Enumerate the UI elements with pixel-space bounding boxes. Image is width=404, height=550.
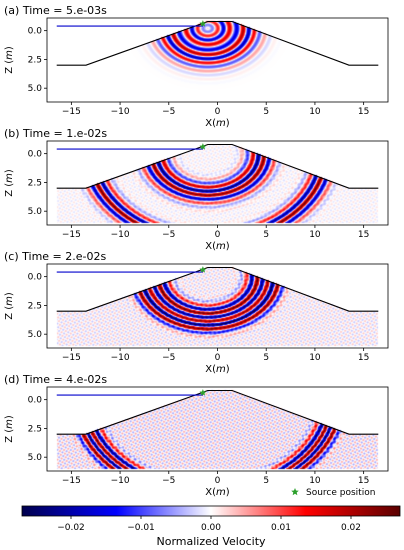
surface-line: [56, 266, 379, 312]
y-tick-label: 5.0: [28, 453, 43, 463]
x-tick-label: 0: [215, 230, 221, 240]
colorbar-label: Normalized Velocity: [156, 535, 266, 548]
x-tick-label: −15: [62, 107, 81, 117]
panel-d: (d) Time = 4.e-02s −15 −10 −5 0 5 10 15 0.0 2.5 5.…: [4, 373, 389, 498]
y-tick-label: 2.5: [28, 301, 42, 311]
surface-line: [56, 20, 379, 66]
x-tick-label: 0: [215, 353, 221, 363]
panel-a: (a) Time = 5.e-03s −15 −10 −5 0 5 10 15 0.0 2.5 5.…: [4, 4, 389, 129]
panel-b: (b) Time = 1.e-02s −15 −10 −5 0 5 10 15 0.0 2.5 5.…: [4, 127, 389, 252]
y-tick-label: 5.0: [28, 330, 43, 340]
y-tick-label: 5.0: [28, 84, 43, 94]
x-tick-label: 5: [263, 230, 269, 240]
heatmap-field: [47, 18, 388, 102]
surface-line: [56, 389, 379, 435]
x-tick-label: 15: [358, 476, 369, 486]
x-tick-label: −10: [111, 230, 130, 240]
x-tick-label: −5: [162, 476, 175, 486]
x-axis-label: X(m): [205, 241, 230, 252]
heatmap-field: [47, 141, 388, 225]
y-axis-label: Z (m): [4, 169, 15, 197]
legend-label: Source position: [306, 488, 375, 498]
panel-title: (b) Time = 1.e-02s: [4, 127, 107, 140]
colorbar: −0.02 −0.01 0.00 0.01 0.02 Normalized Veloci…: [21, 505, 401, 548]
x-tick-label: 15: [358, 230, 369, 240]
y-tick-label: 0.0: [28, 150, 43, 160]
panel-title: (a) Time = 5.e-03s: [4, 4, 107, 17]
x-axis-label: X(m): [205, 487, 230, 498]
panel-title: (d) Time = 4.e-02s: [4, 373, 107, 386]
x-tick-label: −5: [162, 230, 175, 240]
source-star-icon: [199, 389, 207, 396]
x-tick-label: 15: [358, 107, 369, 117]
y-axis-label: Z (m): [4, 46, 15, 74]
legend-star-icon: [291, 488, 299, 496]
colorbar-tick-label: −0.02: [57, 523, 85, 533]
x-tick-label: −15: [62, 476, 81, 486]
x-tick-label: −15: [62, 353, 81, 363]
x-tick-label: 10: [309, 107, 321, 117]
x-axis-label: X(m): [205, 118, 230, 129]
x-tick-label: −10: [111, 476, 130, 486]
source-star-icon: [199, 266, 207, 273]
x-tick-label: −10: [111, 353, 130, 363]
y-axis-label: Z (m): [4, 415, 15, 443]
panel-title: (c) Time = 2.e-02s: [4, 250, 106, 263]
y-tick-label: 0.0: [28, 396, 43, 406]
x-tick-label: −15: [62, 230, 81, 240]
x-axis-label: X(m): [205, 364, 230, 375]
x-tick-label: 15: [358, 353, 369, 363]
heatmap-field: [47, 387, 388, 471]
source-star-icon: [199, 143, 207, 150]
colorbar-tick-label: −0.01: [127, 523, 155, 533]
x-tick-label: 5: [263, 107, 269, 117]
heatmap-field: [47, 264, 388, 348]
colorbar-tick-label: 0.00: [201, 523, 221, 533]
colorbar-gradient: [21, 505, 401, 517]
x-tick-label: 10: [309, 353, 321, 363]
x-tick-label: 0: [215, 476, 221, 486]
y-tick-label: 2.5: [28, 55, 42, 65]
colorbar-tick-label: 0.02: [341, 523, 361, 533]
panel-c: (c) Time = 2.e-02s −15 −10 −5 0 5 10 15 0.0 2.5 5.…: [4, 250, 389, 375]
y-axis-label: Z (m): [4, 292, 15, 320]
x-tick-label: 5: [263, 353, 269, 363]
x-tick-label: −5: [162, 353, 175, 363]
surface-line: [56, 143, 379, 189]
y-tick-label: 5.0: [28, 207, 43, 217]
x-tick-label: 10: [309, 230, 321, 240]
x-tick-label: 5: [263, 476, 269, 486]
y-tick-label: 0.0: [28, 273, 43, 283]
source-star-icon: [199, 20, 207, 27]
y-tick-label: 2.5: [28, 424, 42, 434]
x-tick-label: 0: [215, 107, 221, 117]
x-tick-label: 10: [309, 476, 321, 486]
legend: Source position: [291, 488, 375, 498]
y-tick-label: 0.0: [28, 27, 43, 37]
colorbar-tick-label: 0.01: [271, 523, 291, 533]
y-tick-label: 2.5: [28, 178, 42, 188]
x-tick-label: −5: [162, 107, 175, 117]
x-tick-label: −10: [111, 107, 130, 117]
